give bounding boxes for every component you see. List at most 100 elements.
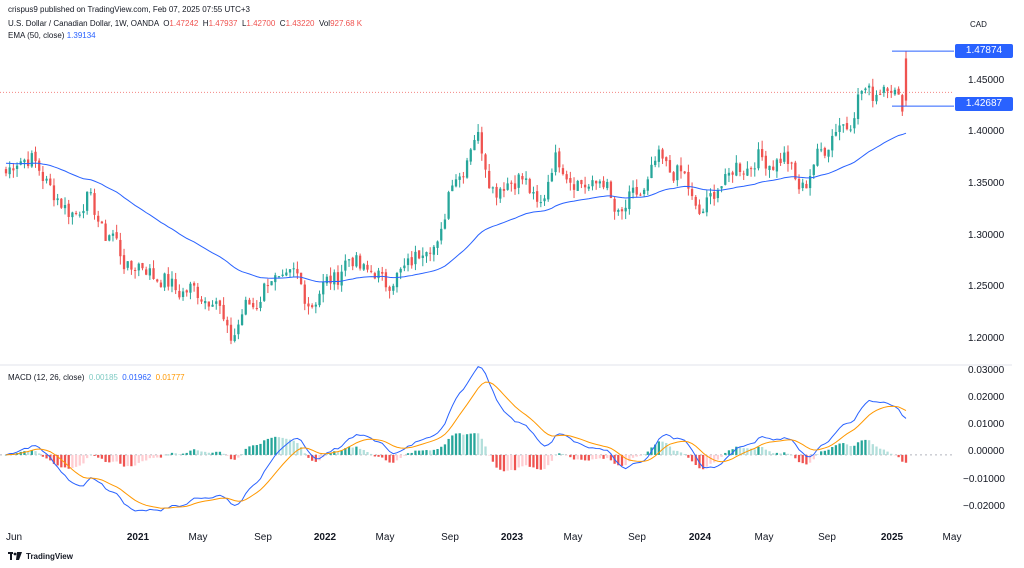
- candle-body: [838, 125, 841, 133]
- macd-histogram-bar: [536, 454, 539, 470]
- time-label: Sep: [254, 532, 272, 543]
- tradingview-logo[interactable]: TradingView: [8, 552, 73, 561]
- candle-body: [761, 149, 764, 158]
- candle-body: [56, 198, 59, 201]
- macd-histogram-bar: [595, 454, 598, 460]
- macd-tick: −0.02000: [963, 501, 1005, 512]
- candle-body: [358, 255, 362, 269]
- candle-body: [108, 235, 111, 241]
- time-label: 2025: [880, 532, 904, 543]
- candle-body: [735, 162, 738, 176]
- macd-histogram-bar: [488, 454, 491, 456]
- candle-body: [403, 265, 406, 269]
- candle-body: [476, 131, 480, 141]
- candle-body: [879, 93, 882, 95]
- candle-body: [617, 209, 620, 212]
- candle-body: [266, 285, 270, 287]
- symbol-name[interactable]: U.S. Dollar / Canadian Dollar, 1W, OANDA: [8, 19, 159, 28]
- volume-value: 927.68 K: [330, 19, 363, 28]
- macd-histogram-bar: [392, 454, 395, 463]
- candle-body: [665, 157, 668, 162]
- time-label: May: [563, 532, 583, 543]
- macd-histogram-bar: [724, 452, 727, 455]
- macd-histogram-bar: [52, 454, 56, 464]
- candle-body: [513, 183, 517, 190]
- macd-histogram-bar: [292, 440, 295, 455]
- candle-body: [340, 271, 343, 286]
- candle-body: [842, 124, 845, 126]
- candle-body: [812, 164, 815, 176]
- candle-body: [244, 299, 247, 315]
- time-label: 2024: [688, 532, 712, 543]
- candle-body: [89, 192, 92, 194]
- candle-body: [111, 233, 115, 236]
- macd-histogram-bar: [513, 454, 517, 471]
- macd-histogram-bar: [831, 447, 834, 455]
- macd-tick: 0.01000: [968, 419, 1005, 430]
- macd-histogram-bar: [270, 437, 273, 455]
- macd-histogram-bar: [624, 454, 627, 466]
- candle-body: [797, 178, 801, 190]
- macd-tick: 0.00000: [968, 446, 1005, 457]
- candle-body: [595, 180, 598, 184]
- macd-histogram-bar: [768, 451, 771, 455]
- candle-body: [528, 179, 531, 193]
- macd-histogram-bar: [893, 454, 897, 456]
- macd-histogram-bar: [628, 454, 631, 462]
- macd-histogram-bar: [764, 449, 767, 455]
- candle-body: [709, 193, 712, 197]
- macd-histogram-bar: [808, 454, 812, 463]
- candle-body: [613, 198, 616, 212]
- macd-histogram-bar: [311, 454, 314, 461]
- macd-histogram-bar: [606, 454, 609, 459]
- macd-histogram-bar: [119, 454, 122, 464]
- candle-body: [820, 149, 823, 151]
- ema-legend[interactable]: EMA (50, close) 1.39134: [8, 31, 96, 40]
- macd-histogram-bar: [867, 440, 871, 455]
- candle-body: [561, 168, 565, 175]
- macd-histogram-bar: [377, 454, 380, 457]
- macd-histogram-bar: [772, 453, 775, 455]
- time-label: 2022: [313, 532, 337, 543]
- macd-histogram-bar: [274, 436, 277, 455]
- candle-body: [277, 276, 281, 278]
- candle-body: [137, 263, 140, 271]
- open-label: O: [163, 19, 170, 28]
- macd-histogram-bar: [406, 453, 410, 455]
- macd-histogram-bar: [410, 452, 413, 455]
- macd-histogram-bar: [853, 445, 856, 455]
- macd-histogram-bar: [38, 453, 41, 455]
- macd-histogram-bar: [233, 454, 236, 460]
- candle-body: [347, 259, 351, 261]
- candle-body: [344, 260, 347, 271]
- macd-histogram-bar: [266, 438, 270, 455]
- candle-body: [74, 212, 78, 214]
- macd-histogram-bar: [794, 454, 797, 459]
- macd-legend[interactable]: MACD (12, 26, close) 0.00185 0.01962 0.0…: [8, 373, 185, 382]
- macd-hist-value: 0.00185: [88, 373, 118, 382]
- macd-histogram-bar: [34, 451, 37, 455]
- macd-histogram-bar: [871, 444, 874, 455]
- macd-label: MACD (12, 26, close): [8, 373, 85, 382]
- candle-body: [362, 264, 365, 270]
- macd-histogram-bar: [543, 454, 546, 469]
- macd-histogram-bar: [665, 442, 668, 455]
- close-label: C: [279, 19, 286, 28]
- candle-body: [178, 290, 181, 298]
- candle-body: [329, 275, 332, 284]
- candle-body: [218, 300, 222, 306]
- candle-body: [631, 187, 635, 193]
- macd-histogram-bar: [358, 448, 362, 455]
- macd-signal-line: [5, 381, 907, 509]
- macd-histogram-bar: [281, 437, 284, 455]
- candle-body: [499, 188, 502, 199]
- macd-histogram-bar: [277, 437, 281, 455]
- candle-body: [410, 257, 413, 266]
- candle-body: [591, 180, 594, 187]
- macd-histogram-bar: [591, 454, 594, 460]
- candle-body: [521, 176, 524, 180]
- macd-histogram-bar: [532, 454, 535, 468]
- macd-histogram-bar: [41, 454, 45, 457]
- candle-body: [52, 185, 56, 201]
